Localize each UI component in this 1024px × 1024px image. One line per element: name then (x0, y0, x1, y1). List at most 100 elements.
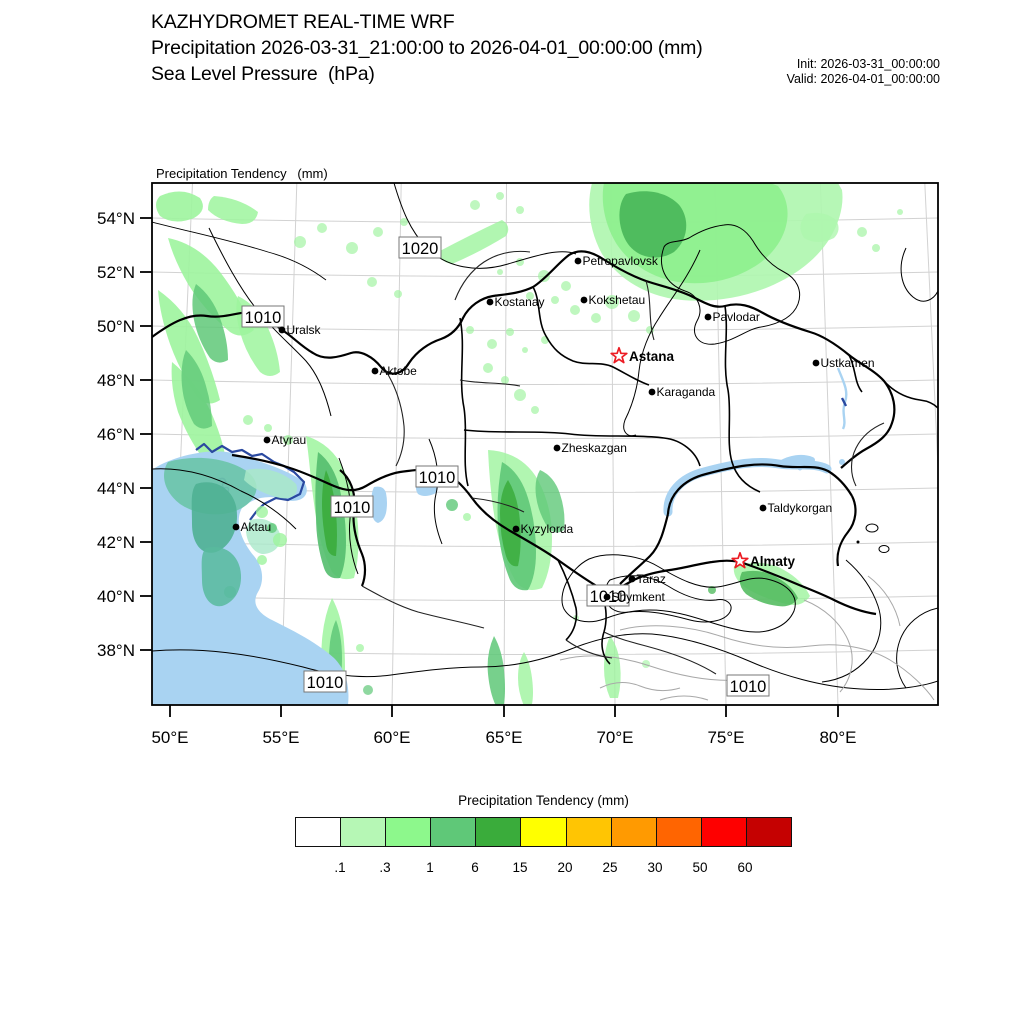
lat-tick-label: 44°N (97, 479, 135, 498)
city-kyzylorda: Kyzylorda (512, 522, 574, 536)
city-aktobe: Aktobe (371, 364, 418, 378)
valid-time: Valid: 2026-04-01_00:00:00 (786, 72, 940, 86)
capital-star-icon (731, 551, 749, 569)
colorbar-boundary-label: 25 (602, 860, 618, 875)
colorbar-cell (430, 818, 476, 846)
city-label: Taraz (637, 572, 666, 586)
city-dot-icon (232, 523, 240, 531)
city-label: Aktobe (380, 364, 418, 378)
city-dot-icon (603, 593, 611, 601)
lat-tick-label: 42°N (97, 533, 135, 552)
city-label: Uralsk (287, 323, 322, 337)
city-dot-icon (278, 326, 286, 334)
colorbar-cell (520, 818, 566, 846)
graticule-meridian (610, 183, 616, 705)
lat-tick-label: 54°N (97, 209, 135, 228)
lon-tick-label: 60°E (373, 728, 410, 747)
colorbar-boundary-label: 20 (557, 860, 573, 875)
country-borders (152, 250, 938, 665)
header-block: KAZHYDROMET REAL-TIME WRF Precipitation … (151, 9, 703, 87)
city-dot-icon (574, 257, 582, 265)
city-petropavlovsk: Petropavlovsk (574, 254, 659, 268)
axis-ticks: 54°N 52°N 50°N 48°N 46°N 44°N 42°N 40°N 38°N 50°E… (97, 209, 857, 747)
city-kostanay: Kostanay (486, 295, 545, 309)
city-label: Astana (629, 349, 675, 364)
city-dot-icon (704, 313, 712, 321)
region-borders-thin (361, 250, 885, 675)
lon-tick-label: 65°E (485, 728, 522, 747)
city-pavlodar: Pavlodar (704, 310, 760, 324)
precipitation-over-water (164, 457, 298, 607)
city-kokshetau: Kokshetau (580, 293, 646, 307)
capital-star-icon (610, 346, 628, 364)
city-dot-icon (486, 298, 494, 306)
city-dot-icon (512, 525, 520, 533)
lon-tick-label: 75°E (707, 728, 744, 747)
colorbar-boundary-label: 6 (471, 860, 479, 875)
colorbar-boundary-label: 1 (426, 860, 434, 875)
init-time: Init: 2026-03-31_00:00:00 (796, 57, 940, 71)
aral-sea (371, 486, 387, 523)
city-label: Zheskazgan (562, 441, 627, 455)
city-markers: Petropavlovsk Kostanay Kokshetau Pavlodar Ur… (232, 254, 875, 604)
colorbar-boundary-label: 30 (647, 860, 663, 875)
graticule-parallel (152, 595, 938, 601)
pressure-label: 1010 (419, 469, 456, 487)
colorbar-cell (296, 818, 341, 846)
colorbar-boundary-label: 60 (737, 860, 753, 875)
city-karaganda: Karaganda (648, 385, 716, 399)
colorbar-boundary-labels: .1 .3 1 6 15 20 25 30 50 60 (295, 860, 792, 878)
city-taldykorgan: Taldykorgan (759, 501, 833, 515)
pressure-label: 1010 (334, 499, 371, 517)
city-label: Petropavlovsk (583, 254, 659, 268)
graticule-parallel (152, 379, 938, 385)
city-dot-icon (648, 388, 656, 396)
city-ustkamen: Ustkamen (812, 356, 875, 370)
colorbar-title: Precipitation Tendency (mm) (458, 793, 629, 808)
lake-balkhash-lobe (777, 454, 815, 467)
lat-tick-label: 46°N (97, 425, 135, 444)
lat-tick-label: 40°N (97, 587, 135, 606)
lat-tick-label: 48°N (97, 371, 135, 390)
lake-balkhash (663, 457, 832, 517)
lon-tick-label: 80°E (819, 728, 856, 747)
small-lake (839, 459, 845, 465)
colorbar-cells (295, 817, 792, 847)
city-label: Kostanay (495, 295, 545, 309)
pressure-label-box (726, 674, 770, 697)
city-label: Kokshetau (589, 293, 646, 307)
pressure-label-box (398, 236, 442, 259)
legend-precip-line: Precipitation Tendency (mm) (156, 166, 328, 181)
city-label: Karaganda (657, 385, 716, 399)
subtitle-pressure: Sea Level Pressure (hPa) (151, 63, 375, 85)
pressure-label: 1010 (245, 309, 282, 327)
city-label: Taldykorgan (768, 501, 833, 515)
city-dot-icon (371, 367, 379, 375)
colorbar-cell (610, 818, 656, 846)
map-frame (151, 182, 939, 706)
run-times: Init: 2026-03-31_00:00:00 Valid: 2026-04… (787, 57, 940, 87)
pressure-label: 1020 (402, 240, 439, 258)
graticule-meridian (503, 183, 507, 705)
city-aktau: Aktau (232, 520, 272, 534)
colorbar-cell (565, 818, 611, 846)
pressure-label-box (330, 495, 374, 518)
lon-tick-label: 55°E (262, 728, 299, 747)
city-dot-icon (580, 296, 588, 304)
colorbar-boundary-label: 15 (512, 860, 528, 875)
colorbar-cell (475, 818, 521, 846)
graticule-meridian (819, 183, 839, 705)
colorbar-cell (655, 818, 701, 846)
city-taraz: Taraz (628, 572, 666, 586)
city-label: Aktau (241, 520, 272, 534)
colorbar-cell (700, 818, 746, 846)
lon-tick-label: 50°E (151, 728, 188, 747)
graticule-meridian (924, 183, 938, 479)
city-shymkent: Shymkent (603, 590, 666, 604)
city-dot-icon (628, 575, 636, 583)
page-title: KAZHYDROMET REAL-TIME WRF (151, 11, 455, 33)
map-background (152, 183, 938, 705)
city-label: Shymkent (612, 590, 666, 604)
colorbar: Precipitation Tendency (mm) .1 .3 1 6 15 20 25… (295, 793, 792, 878)
